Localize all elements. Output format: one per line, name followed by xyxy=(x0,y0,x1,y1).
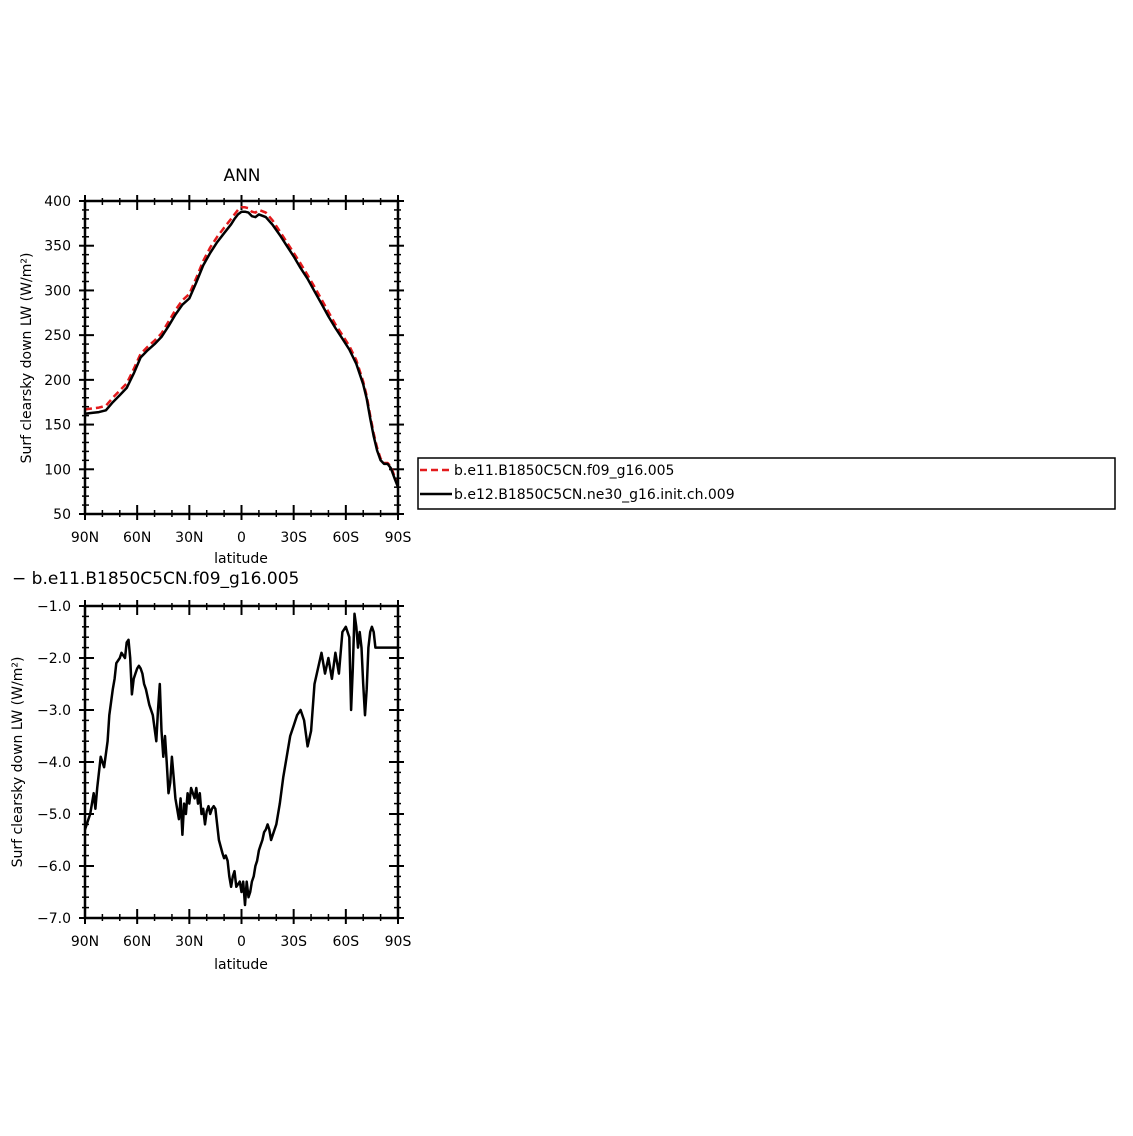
legend: b.e11.B1850C5CN.f09_g16.005 b.e12.B1850C… xyxy=(417,457,1116,510)
top-x-tick-labels: 90N 60N 30N 0 30S 60S 90S xyxy=(71,530,412,546)
top-chart-title: ANN xyxy=(223,166,260,186)
bottom-x-tick-label: 90N xyxy=(71,934,99,950)
bottom-series-group xyxy=(83,612,398,907)
bottom-y-tick-label: −3.0 xyxy=(37,703,71,719)
top-panel: ANN 50 100 150 200 250 300 350 400 90N 60N 30N 0 30… xyxy=(19,166,411,567)
bottom-y-tick-label: −7.0 xyxy=(37,911,71,927)
bottom-y-tick-label: −6.0 xyxy=(37,859,71,875)
top-plot-frame xyxy=(83,199,400,516)
top-y-tick-label: 300 xyxy=(44,283,71,299)
legend-box xyxy=(417,457,1116,510)
bottom-x-tick-label: 0 xyxy=(237,934,246,950)
top-y-tick-label: 200 xyxy=(44,373,71,389)
top-series-line-1 xyxy=(84,206,400,486)
bottom-y-tick-labels: −1.0 −2.0 −3.0 −4.0 −5.0 −6.0 −7.0 xyxy=(37,599,71,927)
bottom-panel: − b.e11.B1850C5CN.f09_g16.005 −1.0 −2.0 −3… xyxy=(10,569,411,973)
top-x-tick-label: 30N xyxy=(175,530,203,546)
top-x-tick-label: 30S xyxy=(280,530,307,546)
bottom-x-tick-label: 90S xyxy=(385,934,412,950)
top-x-tick-label: 90N xyxy=(71,530,99,546)
bottom-y-tick-label: −4.0 xyxy=(37,755,71,771)
top-x-axis-label: latitude xyxy=(214,551,268,567)
top-y-tick-labels: 50 100 150 200 250 300 350 400 xyxy=(44,194,71,523)
bottom-x-tick-labels: 90N 60N 30N 0 30S 60S 90S xyxy=(71,934,412,950)
bottom-x-axis-label: latitude xyxy=(214,957,268,973)
top-x-tick-label: 60S xyxy=(332,530,359,546)
top-series-group xyxy=(84,206,400,488)
bottom-x-tick-label: 60S xyxy=(332,934,359,950)
bottom-y-axis-label: Surf clearsky down LW (W/m²) xyxy=(10,657,26,868)
top-series-line-2 xyxy=(84,210,400,488)
top-y-tick-label: 400 xyxy=(44,194,71,210)
legend-label-series-2: b.e12.B1850C5CN.ne30_g16.init.ch.009 xyxy=(454,487,735,503)
bottom-series-line-1 xyxy=(83,612,398,907)
top-x-tick-label: 90S xyxy=(385,530,412,546)
top-y-axis-label: Surf clearsky down LW (W/m²) xyxy=(19,253,35,464)
bottom-y-tick-label: −2.0 xyxy=(37,651,71,667)
bottom-chart-title: − b.e11.B1850C5CN.f09_g16.005 xyxy=(12,569,299,589)
bottom-x-tick-label: 60N xyxy=(123,934,151,950)
bottom-axes-ticks xyxy=(79,600,404,924)
bottom-x-tick-label: 30N xyxy=(175,934,203,950)
top-y-tick-label: 250 xyxy=(44,328,71,344)
legend-label-series-1: b.e11.B1850C5CN.f09_g16.005 xyxy=(454,463,674,479)
top-x-tick-label: 60N xyxy=(123,530,151,546)
top-y-tick-label: 50 xyxy=(53,507,71,523)
top-y-tick-label: 100 xyxy=(44,462,71,478)
bottom-plot-frame xyxy=(83,604,400,920)
top-y-tick-label: 150 xyxy=(44,418,71,434)
bottom-y-tick-label: −1.0 xyxy=(37,599,71,615)
top-x-tick-label: 0 xyxy=(237,530,246,546)
top-y-tick-label: 350 xyxy=(44,239,71,255)
bottom-x-tick-label: 30S xyxy=(280,934,307,950)
bottom-y-tick-label: −5.0 xyxy=(37,807,71,823)
